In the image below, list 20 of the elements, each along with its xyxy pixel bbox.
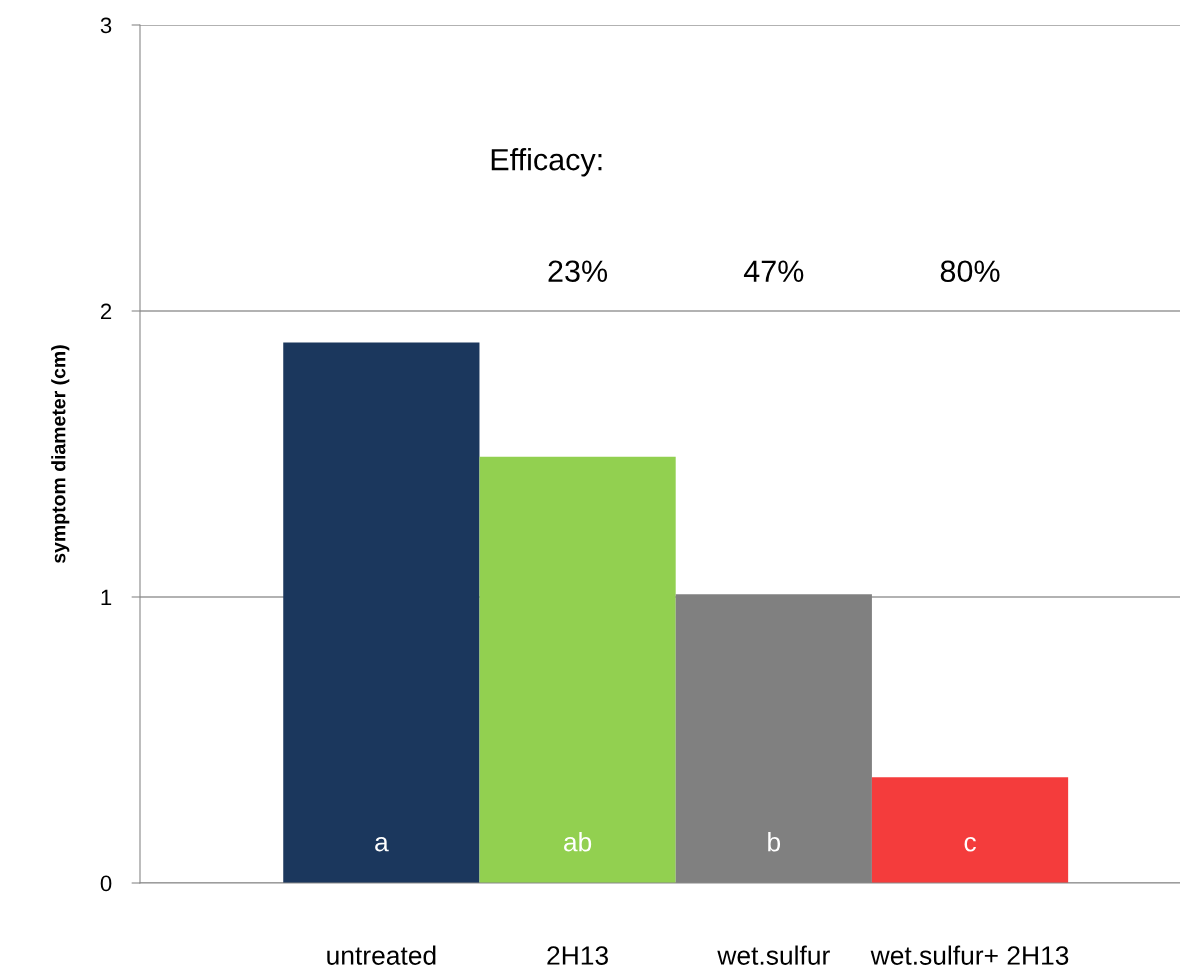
y-axis-title: symptom diameter (cm) (51, 345, 70, 563)
annotation: ab (564, 832, 592, 852)
bar (479, 456, 676, 883)
annotation: 23% (548, 260, 608, 283)
x-tick-label: wet.sulfur (717, 945, 830, 965)
x-tick-label: 2H13 (547, 946, 608, 965)
annotation: c (964, 837, 976, 852)
y-tick-label: 0 (100, 875, 112, 892)
annotation: a (375, 837, 389, 852)
annotation: Efficacy: (491, 148, 602, 177)
x-tick-label: untreated (327, 945, 436, 965)
bar (283, 342, 480, 883)
annotation: 80% (940, 260, 1000, 283)
bar (871, 777, 1069, 883)
y-tick-label: 2 (100, 303, 112, 320)
x-tick-label: wet.sulfur+ 2H13 (870, 945, 1069, 965)
y-tick-label: 1 (101, 589, 112, 606)
y-tick-label: 3 (100, 17, 112, 34)
annotation: b (768, 832, 781, 852)
annotation: 47% (743, 260, 804, 282)
